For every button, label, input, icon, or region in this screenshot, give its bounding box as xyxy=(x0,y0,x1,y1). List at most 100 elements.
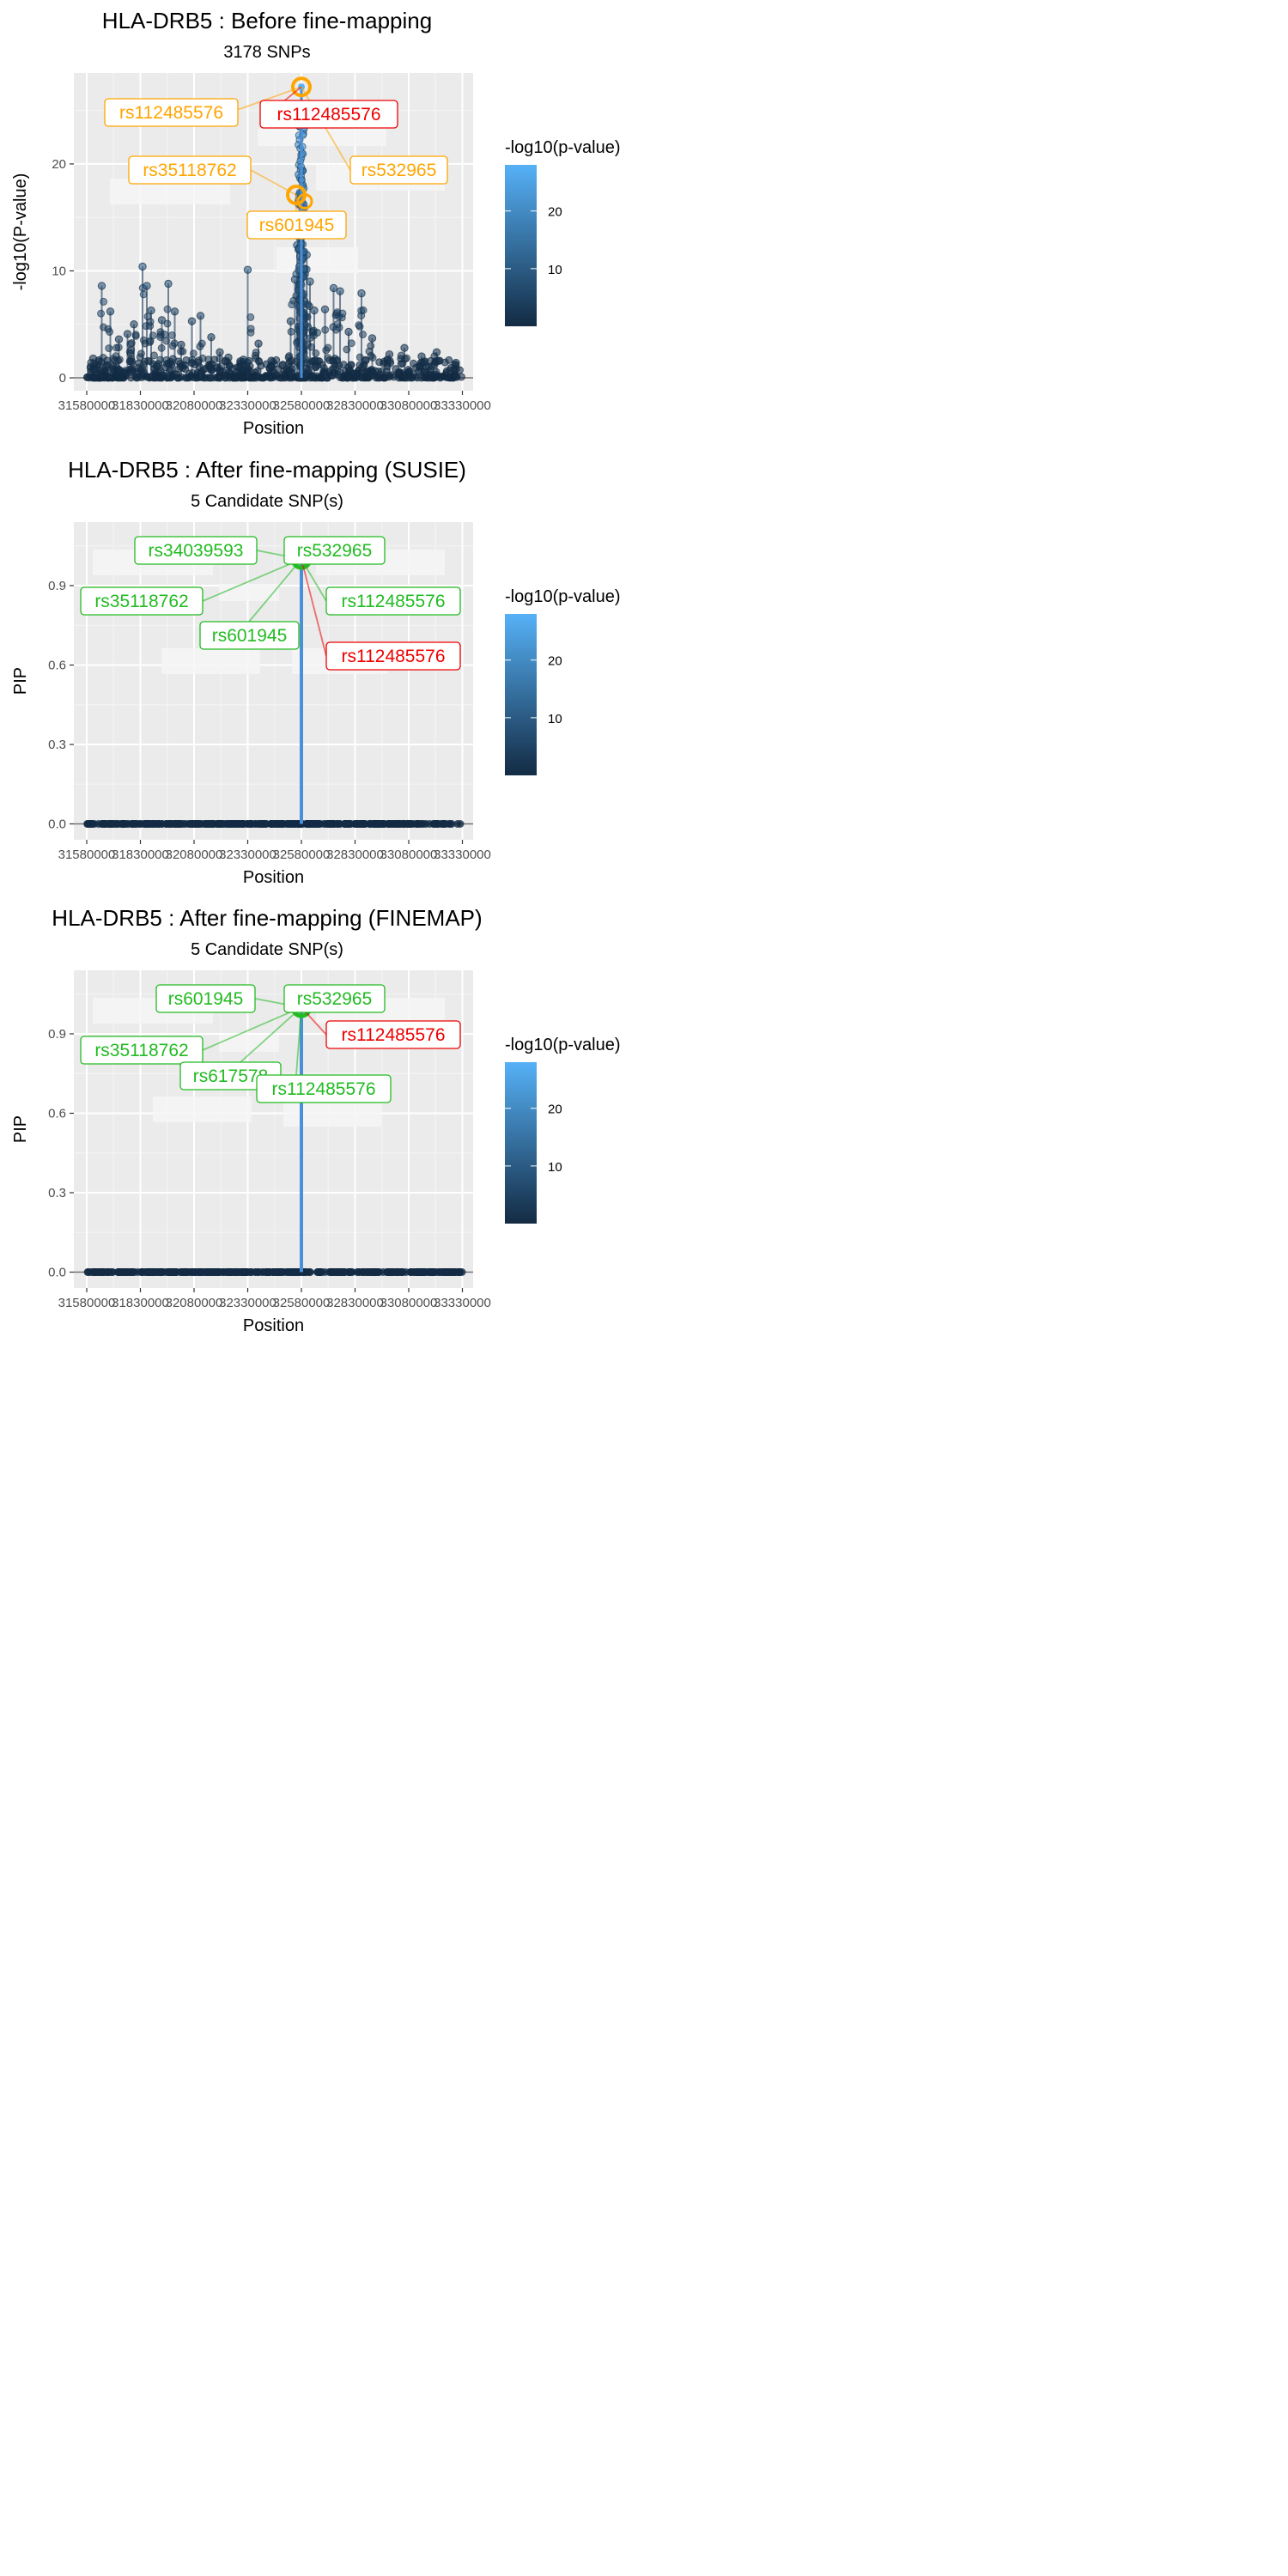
snp-points xyxy=(83,555,465,828)
snp-point xyxy=(146,318,155,326)
snp-point xyxy=(306,1268,314,1276)
chart-title: HLA-DRB5 : Before fine-mapping xyxy=(102,8,432,33)
x-tick-label: 31580000 xyxy=(58,1296,116,1310)
snp-point xyxy=(168,1268,177,1276)
snp-peak-point xyxy=(320,305,330,314)
snp-label: rs35118762 xyxy=(143,161,236,180)
y-tick-label: 0.3 xyxy=(48,1186,66,1200)
label-shadow-box xyxy=(219,584,279,601)
snp-peak-point xyxy=(97,282,106,290)
snp-point xyxy=(286,820,295,828)
x-tick-label: 33080000 xyxy=(380,398,438,413)
snp-label: rs532965 xyxy=(297,989,373,1009)
chart-panel-1: HLA-DRB5 : After fine-mapping (SUSIE) 5 C… xyxy=(11,457,621,887)
snp-point xyxy=(358,373,367,381)
snp-point xyxy=(138,364,147,373)
legend-tick-label: 20 xyxy=(548,205,562,220)
snp-point xyxy=(358,363,367,372)
x-tick-label: 33080000 xyxy=(380,1296,438,1310)
snp-point xyxy=(216,355,224,363)
snp-point xyxy=(276,820,285,828)
snp-point xyxy=(455,1268,464,1276)
snp-points xyxy=(83,1003,466,1276)
snp-peak-point xyxy=(243,265,252,274)
x-tick-label: 32580000 xyxy=(273,1296,331,1310)
legend-title: -log10(p-value) xyxy=(505,138,621,157)
y-axis-title: PIP xyxy=(11,1115,30,1143)
snp-point xyxy=(185,369,194,378)
snp-point xyxy=(366,820,374,828)
snp-point xyxy=(309,820,318,828)
snp-point xyxy=(313,1268,322,1276)
snp-point xyxy=(430,360,439,368)
snp-point xyxy=(414,1268,422,1276)
snp-label: rs601945 xyxy=(212,626,288,646)
snp-point xyxy=(267,362,276,371)
snp-point xyxy=(451,367,459,375)
snp-label-box xyxy=(80,1036,204,1065)
y-tick-label: 0.0 xyxy=(48,817,66,832)
snp-label: rs112485576 xyxy=(341,1025,445,1045)
snp-point xyxy=(104,361,112,369)
label-shadow-box xyxy=(153,1097,252,1122)
snp-point xyxy=(397,351,405,360)
snp-point xyxy=(386,1268,394,1276)
snp-point xyxy=(161,372,169,380)
label-shadow-box xyxy=(161,648,260,674)
snp-point xyxy=(343,345,351,354)
snp-point xyxy=(116,1268,125,1276)
snp-point xyxy=(276,1268,285,1276)
snp-point xyxy=(435,372,444,380)
snp-point xyxy=(105,344,113,353)
snp-label: rs112485576 xyxy=(119,103,223,123)
label-connector xyxy=(202,558,302,602)
snp-point xyxy=(333,319,342,328)
snp-point xyxy=(194,820,203,828)
snp-label-box xyxy=(256,1074,392,1103)
candidate-ring xyxy=(291,76,312,98)
snp-point xyxy=(420,368,428,377)
snp-point xyxy=(247,820,256,828)
snp-label-box xyxy=(325,1020,461,1049)
snp-point xyxy=(412,820,421,828)
snp-peak-point xyxy=(357,289,366,298)
snp-point xyxy=(87,358,95,367)
snp-label-box xyxy=(259,100,398,129)
chart-subtitle: 5 Candidate SNP(s) xyxy=(191,940,343,959)
snp-point xyxy=(307,371,315,380)
label-connector xyxy=(229,86,302,113)
snp-point xyxy=(313,328,322,337)
snp-peak-point xyxy=(368,334,377,343)
snp-point xyxy=(255,357,264,366)
x-tick-label: 33330000 xyxy=(434,398,491,413)
chart-subtitle: 3178 SNPs xyxy=(223,43,310,62)
snp-point xyxy=(163,319,172,328)
x-tick-label: 32830000 xyxy=(326,398,384,413)
snp-point xyxy=(170,370,179,379)
snp-point xyxy=(270,368,279,377)
label-shadow-box xyxy=(219,1035,279,1052)
snp-point xyxy=(246,313,255,321)
snp-peak-point xyxy=(329,283,338,293)
chart-panel-2: HLA-DRB5 : After fine-mapping (FINEMAP) 5… xyxy=(11,905,621,1335)
snp-point xyxy=(246,325,255,333)
legend-colorbar xyxy=(505,1062,537,1224)
snp-point xyxy=(244,364,252,373)
snp-point xyxy=(240,820,248,828)
snp-point xyxy=(131,331,140,339)
snp-point xyxy=(127,338,136,347)
snp-peak-point xyxy=(170,307,179,316)
x-tick-label: 32330000 xyxy=(219,398,276,413)
x-axis-title: Position xyxy=(243,419,304,438)
snp-point xyxy=(399,371,408,380)
snp-peak-point xyxy=(157,316,167,325)
y-tick-label: 0.9 xyxy=(48,579,66,593)
legend-tick-label: 10 xyxy=(548,712,562,726)
snp-point xyxy=(312,356,320,365)
snp-point xyxy=(176,1268,185,1276)
snp-point xyxy=(370,367,379,375)
x-tick-label: 32580000 xyxy=(273,398,331,413)
label-connector xyxy=(248,558,302,623)
snp-label: rs112485576 xyxy=(276,105,380,125)
snp-point xyxy=(374,1268,382,1276)
